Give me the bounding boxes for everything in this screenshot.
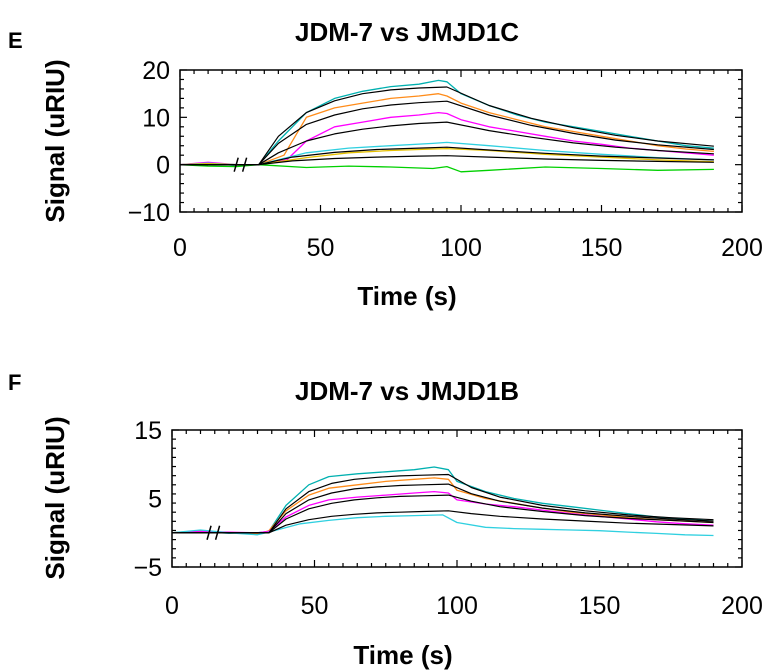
sensorgram-line-1 <box>180 93 714 166</box>
x-tick-label: 50 <box>307 234 335 262</box>
y-tick-label: 0 <box>156 152 170 180</box>
series-group <box>180 79 714 173</box>
x-tick-label: 0 <box>173 234 187 262</box>
panel-label: F <box>8 370 21 395</box>
y-tick-label: 5 <box>148 486 162 514</box>
plot-frame <box>171 429 743 568</box>
fit-line-10 <box>180 155 714 166</box>
fit-line-9 <box>180 146 714 166</box>
y-tick-label: −10 <box>128 199 170 227</box>
sensorgram-line-0 <box>180 79 714 167</box>
y-tick-label: 10 <box>142 104 170 132</box>
y-tick-label: −5 <box>133 554 162 582</box>
fit-line-7 <box>172 510 714 534</box>
chart-jmjd1c: E JDM-7 vs JMJD1C Signal (uRIU) Time (s) 0 50… <box>8 17 763 311</box>
x-tick-label: 200 <box>721 234 763 262</box>
axis-break-mark <box>214 525 221 540</box>
x-tick-label: 0 <box>165 592 179 620</box>
x-tick-label: 150 <box>581 234 623 262</box>
fit-line-4 <box>172 473 714 534</box>
sensorgram-line-1 <box>172 477 714 535</box>
axis-break-mark <box>233 157 239 172</box>
chart-title: JDM-7 vs JMJD1B <box>295 376 519 406</box>
panel-label: E <box>8 28 23 53</box>
x-tick-label: 100 <box>440 234 482 262</box>
fit-line-6 <box>180 86 714 166</box>
fit-line-5 <box>172 483 714 534</box>
plot-frame <box>179 69 743 213</box>
x-tick-label: 200 <box>721 592 763 620</box>
sensorgram-line-5 <box>180 164 714 173</box>
axis-break-mark <box>206 525 212 540</box>
fit-line-7 <box>180 100 714 166</box>
fit-line-8 <box>180 121 714 166</box>
series-group <box>172 466 714 537</box>
sensorgram-line-3 <box>172 514 714 537</box>
y-tick-label: 15 <box>134 417 162 445</box>
x-axis-label: Time (s) <box>357 281 456 311</box>
chart-jmjd1b: F JDM-7 vs JMJD1B Signal (uRIU) Time (s) 0 50… <box>8 370 763 670</box>
y-tick-label: 20 <box>142 57 170 85</box>
y-axis-label: Signal (uRIU) <box>40 59 70 222</box>
x-tick-label: 100 <box>436 592 478 620</box>
x-axis-label: Time (s) <box>353 640 452 670</box>
sensorgram-line-2 <box>172 490 714 534</box>
fit-line-6 <box>172 494 714 534</box>
x-tick-label: 50 <box>301 592 329 620</box>
y-axis-label: Signal (uRIU) <box>40 416 70 579</box>
chart-title: JDM-7 vs JMJD1C <box>295 17 519 47</box>
axis-break-mark <box>241 157 248 172</box>
x-tick-label: 150 <box>579 592 621 620</box>
